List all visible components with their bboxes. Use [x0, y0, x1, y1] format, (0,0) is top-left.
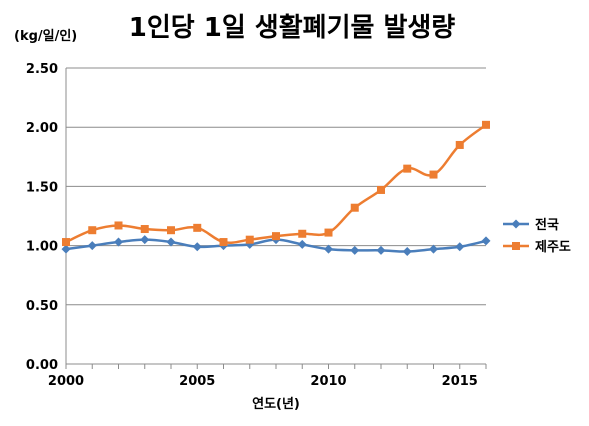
series-group	[61, 120, 491, 257]
data-point-diamond	[324, 244, 333, 254]
x-tick-label: 2010	[310, 374, 346, 389]
y-axis-unit-label: (kg/일/인)	[14, 28, 77, 44]
data-point-diamond	[61, 244, 71, 254]
data-point-diamond	[140, 235, 150, 245]
y-tick-label: 0.50	[26, 299, 58, 314]
x-axis-label: 연도(년)	[252, 397, 300, 412]
series-line	[65, 123, 487, 244]
data-point-diamond	[376, 245, 386, 255]
data-point-square	[377, 185, 385, 194]
legend-entry: 제주도	[503, 240, 571, 255]
data-point-square	[219, 238, 228, 247]
data-point-square	[114, 221, 123, 230]
y-tick-label: 2.00	[26, 121, 58, 136]
data-point-diamond	[350, 245, 360, 255]
series-jeju	[62, 120, 490, 247]
chart-title: 1인당 1일 생활폐기물 발생량	[129, 13, 456, 43]
y-tick-label: 1.50	[26, 180, 58, 195]
data-point-diamond	[192, 242, 202, 252]
y-tick-label: 0.00	[26, 358, 58, 373]
data-point-diamond	[297, 239, 307, 249]
data-point-diamond	[166, 237, 176, 247]
data-point-square	[298, 229, 307, 238]
data-point-square	[350, 203, 359, 212]
y-tick-label: 2.50	[26, 62, 58, 77]
legend-label: 전국	[535, 217, 559, 233]
data-point-square	[455, 140, 464, 149]
x-tick-label: 2005	[179, 374, 215, 389]
data-point-square	[88, 226, 97, 235]
y-tick-label: 1.00	[26, 240, 58, 255]
data-point-square	[272, 232, 280, 241]
legend-marker-square	[512, 242, 520, 250]
data-point-square	[482, 120, 490, 129]
data-point-square	[193, 223, 202, 232]
legend-entry: 전국	[503, 217, 559, 233]
data-point-diamond	[402, 247, 412, 257]
axes: 0.00 0.50 1.00 1.50 2.00 2.50 2000 2005 2010 2015	[26, 62, 487, 389]
data-point-square	[324, 228, 333, 237]
data-point-square	[403, 164, 412, 173]
data-point-square	[140, 225, 149, 234]
data-point-square	[429, 170, 438, 179]
legend-label: 제주도	[535, 240, 571, 255]
data-point-diamond	[114, 237, 123, 247]
x-tick-label: 2000	[48, 374, 84, 389]
data-point-square	[167, 226, 175, 235]
data-point-diamond	[455, 242, 465, 252]
data-point-diamond	[481, 236, 491, 246]
data-point-diamond	[87, 241, 97, 251]
gridlines	[66, 67, 486, 365]
x-tick-label: 2015	[442, 374, 478, 389]
data-point-diamond	[429, 244, 438, 254]
legend-marker-diamond	[511, 219, 521, 229]
data-point-square	[245, 235, 254, 244]
data-point-square	[62, 238, 70, 247]
